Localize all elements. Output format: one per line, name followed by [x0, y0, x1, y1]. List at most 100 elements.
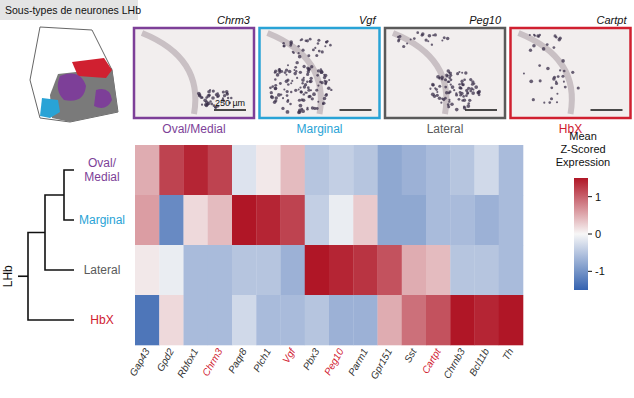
ish-signal — [290, 91, 292, 93]
colorbar-tick — [588, 271, 592, 272]
ish-signal — [450, 103, 454, 107]
ish-signal — [447, 81, 449, 83]
ish-signal — [543, 102, 545, 104]
ish-signal — [462, 95, 465, 98]
schematic-region — [72, 58, 112, 78]
column-label: Th — [500, 346, 516, 362]
ish-signal — [320, 68, 322, 70]
ish-signal — [459, 87, 461, 89]
dendrogram-branch — [45, 195, 74, 270]
ish-signal — [298, 110, 301, 113]
ish-signal — [317, 39, 320, 42]
ish-signal — [282, 97, 284, 99]
ish-signal — [424, 38, 427, 41]
ish-signal — [302, 65, 305, 68]
heatmap-cell — [499, 145, 524, 195]
ish-signal — [468, 99, 471, 102]
ish-signal — [523, 73, 525, 75]
heatmap-cell — [305, 195, 330, 245]
ish-signal — [447, 105, 450, 108]
heatmap-cell — [281, 145, 306, 195]
ish-signal — [281, 107, 284, 110]
ish-signal — [321, 81, 324, 84]
ish-signal — [293, 69, 295, 71]
ish-signal — [329, 44, 332, 47]
ish-signal — [323, 97, 326, 100]
ish-signal — [217, 94, 220, 97]
ish-signal — [225, 90, 229, 94]
ish-signal — [556, 93, 558, 95]
colorbar-tick — [588, 196, 592, 197]
ish-signal — [207, 94, 211, 98]
heatmap-cell — [159, 245, 184, 295]
ish-signal — [287, 99, 289, 101]
ish-signal — [301, 109, 305, 113]
ish-signal — [286, 90, 289, 93]
ish-signal — [317, 69, 320, 72]
ish-signal — [310, 77, 313, 80]
ish-signal — [444, 97, 447, 100]
heatmap-cell — [353, 145, 378, 195]
colorbar — [574, 178, 588, 290]
ish-signal — [444, 78, 447, 81]
ish-signal — [561, 75, 564, 78]
colorbar-tick-label: -1 — [595, 265, 605, 277]
ish-signal — [406, 42, 408, 44]
panel-frame — [511, 28, 631, 118]
ish-signal — [473, 83, 475, 85]
ish-signal — [320, 70, 324, 74]
ish-signal — [311, 97, 314, 100]
ish-signal — [201, 104, 203, 106]
ish-signal — [416, 31, 419, 34]
heatmap-cell — [475, 195, 500, 245]
heatmap-cell — [450, 195, 475, 245]
heatmap-cell — [232, 245, 257, 295]
ish-signal — [303, 77, 305, 79]
ish-signal — [289, 103, 292, 106]
ish-signal — [536, 34, 539, 37]
ish-signal — [289, 40, 293, 44]
ish-signal — [444, 86, 447, 89]
heatmap-cell — [450, 145, 475, 195]
ish-signal — [270, 95, 274, 99]
ish-signal — [298, 55, 302, 59]
ish-signal — [322, 101, 325, 104]
panel-label: Oval/Medial — [162, 122, 225, 136]
ish-signal — [315, 89, 318, 92]
ish-signal — [465, 89, 468, 92]
ish-signal — [292, 51, 294, 53]
ish-signal — [200, 96, 203, 99]
ish-signal — [464, 71, 467, 74]
ish-signal — [298, 99, 301, 102]
ish-signal — [313, 107, 316, 110]
ish-signal — [449, 74, 452, 77]
heatmap-cell — [305, 245, 330, 295]
ish-signal — [550, 86, 553, 89]
ish-signal — [471, 91, 475, 95]
ish-panel — [511, 28, 631, 118]
ish-signal — [324, 83, 327, 86]
ish-signal — [548, 101, 551, 104]
ish-signal — [431, 83, 435, 87]
ish-signal — [448, 92, 451, 95]
ish-signal — [304, 83, 307, 86]
ish-signal — [294, 66, 297, 69]
heatmap-cell — [402, 145, 427, 195]
heatmap-cell — [208, 145, 233, 195]
heatmap-cell — [232, 195, 257, 245]
heatmap-cell — [426, 295, 451, 345]
ish-signal — [456, 72, 459, 75]
ish-signal — [296, 77, 298, 79]
ish-signal — [306, 81, 309, 84]
heatmap-cell — [135, 295, 160, 345]
ish-signal — [274, 70, 277, 73]
heatmap-cell — [208, 195, 233, 245]
ish-signal — [438, 96, 442, 100]
ish-signal — [465, 94, 468, 97]
column-label: Vgf — [280, 345, 298, 365]
dendrogram-label: LHb — [1, 265, 15, 287]
ish-signal — [436, 91, 438, 93]
ish-signal — [306, 39, 309, 42]
scale-bar-label: 250 µm — [215, 98, 245, 108]
ish-signal — [445, 73, 448, 76]
